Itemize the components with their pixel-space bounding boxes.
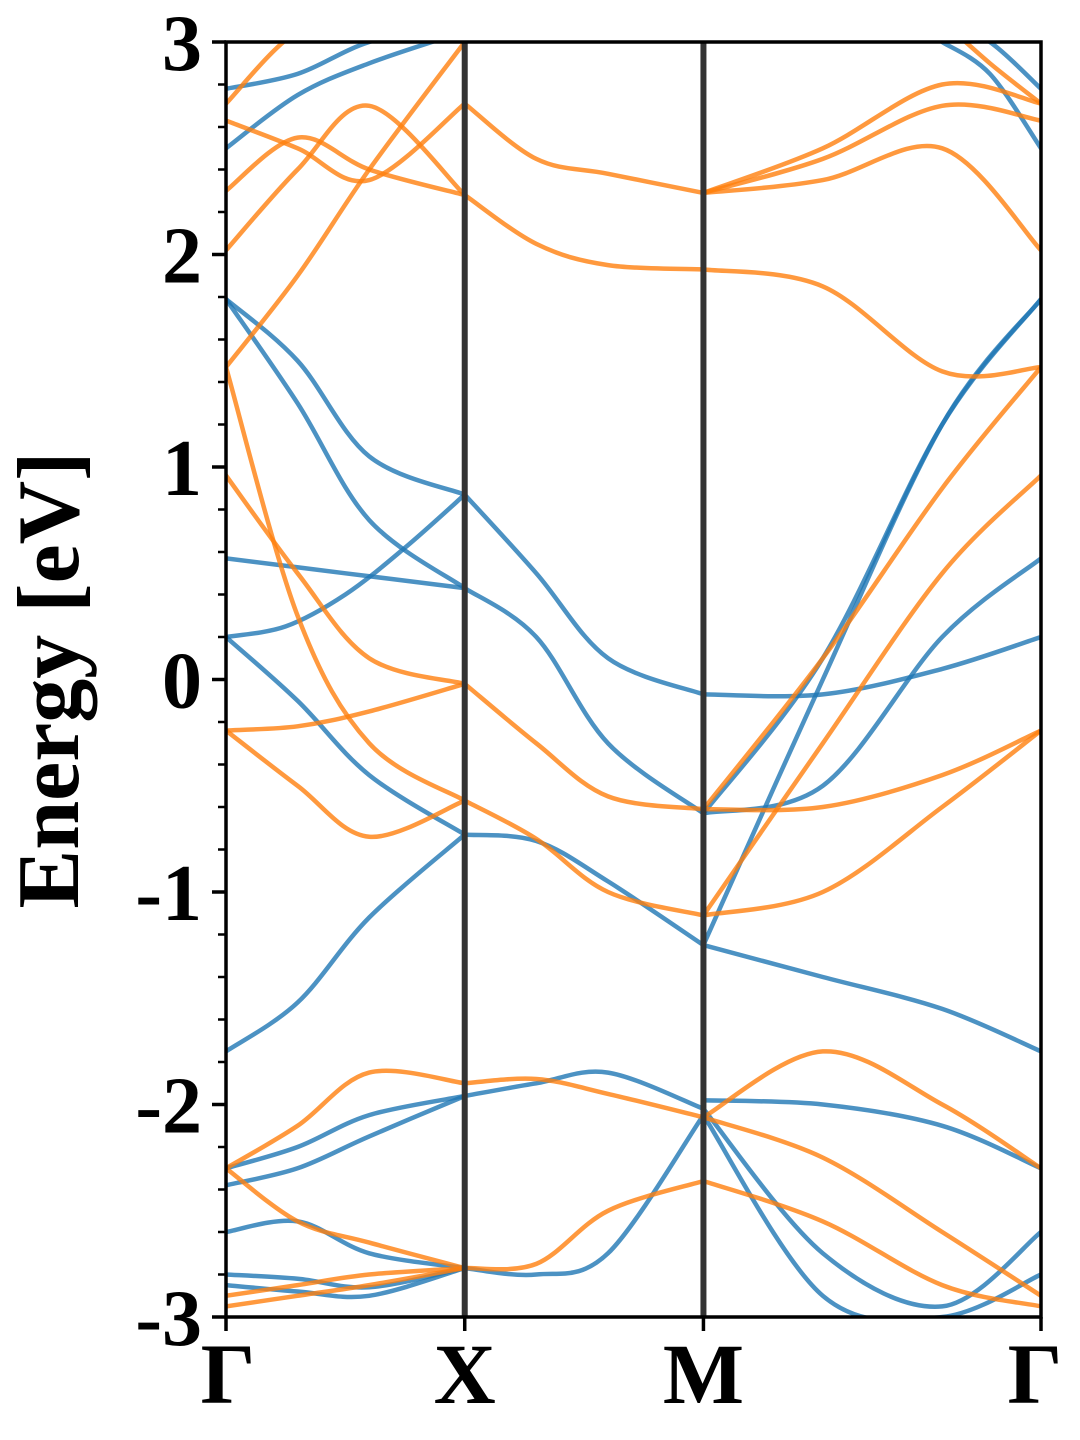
x-tick-label: X [434,1326,496,1422]
band-spin-up-6 [226,1093,467,1171]
y-tick-label: -1 [135,850,202,938]
y-tick-label: -2 [135,1063,202,1151]
y-tick-label: 3 [162,0,202,88]
band-spin-up-2 [226,634,467,837]
band-spin-down-47 [701,102,1041,196]
band-spin-up-4 [226,296,467,497]
band-spin-down-52 [701,728,1041,813]
x-tick-label: Γ [201,1326,256,1422]
band-spin-up-8 [226,1218,467,1271]
band-spin-down-51 [701,364,1041,812]
band-spin-down-45 [462,1076,706,1120]
band-spin-down-57 [701,1178,1041,1309]
band-spin-down-55 [701,1049,1041,1171]
band-spin-down-42 [462,192,706,272]
y-axis-label: Energy [eV] [1,452,98,909]
band-spin-up-0 [226,492,467,640]
band-spin-down-46 [462,1178,706,1272]
band-spin-down-37 [226,1068,467,1171]
band-spin-down-40 [226,1265,467,1309]
band-spin-down-34 [226,135,467,198]
band-spin-up-25 [701,1112,1041,1317]
y-ticks-layer: -3 -2 -1 0 1 2 3 [135,0,226,1363]
band-spin-up-26 [939,42,1041,151]
band-spin-down-43 [462,681,706,812]
band-spin-down-41 [462,101,706,196]
band-spin-up-1 [226,556,467,591]
band-spin-up-16 [462,1069,706,1112]
band-spin-down-53 [701,728,1041,918]
band-spin-down-48 [701,80,1041,196]
band-spin-down-36 [226,42,287,106]
band-spin-down-29 [226,728,467,840]
band-spin-up-14 [462,585,706,816]
band-spin-up-13 [462,492,706,697]
band-spin-down-54 [701,473,1041,918]
band-spin-down-56 [701,1115,1041,1299]
band-spin-up-10 [226,1265,467,1300]
band-spin-up-7 [226,1093,467,1188]
band-spin-up-17 [462,1112,706,1278]
band-spin-down-32 [226,42,467,370]
band-spin-up-22 [701,942,1041,1054]
band-spin-up-18 [701,634,1041,699]
band-spin-down-28 [226,681,467,733]
band-spin-down-30 [226,473,467,687]
band-spin-up-12 [226,42,378,92]
y-tick-label: 2 [162,213,202,301]
band-spin-down-44 [462,798,706,918]
y-tick-label: 1 [162,425,202,513]
band-spin-down-33 [226,103,467,253]
band-spin-down-38 [226,1166,467,1271]
band-spin-down-50 [701,267,1041,379]
band-spin-up-15 [462,832,706,948]
y-tick-label: -3 [135,1275,202,1363]
band-spin-up-5 [226,296,467,591]
band-spin-down-58 [962,42,1041,106]
band-spin-down-35 [226,101,467,184]
y-tick-label: 0 [162,638,202,726]
band-spin-up-21 [701,296,1041,948]
band-spin-down-49 [701,143,1041,253]
kpoint-lines-layer [461,42,707,1317]
bands-layer [226,42,1041,1317]
band-spin-down-39 [226,1265,467,1299]
band-spin-up-24 [701,1106,1041,1309]
band-spin-up-23 [701,1098,1041,1171]
band-spin-up-3 [226,832,467,1054]
x-tick-label: Γ [1008,1326,1063,1422]
band-spin-down-31 [226,364,467,803]
x-tick-label: M [663,1326,744,1422]
